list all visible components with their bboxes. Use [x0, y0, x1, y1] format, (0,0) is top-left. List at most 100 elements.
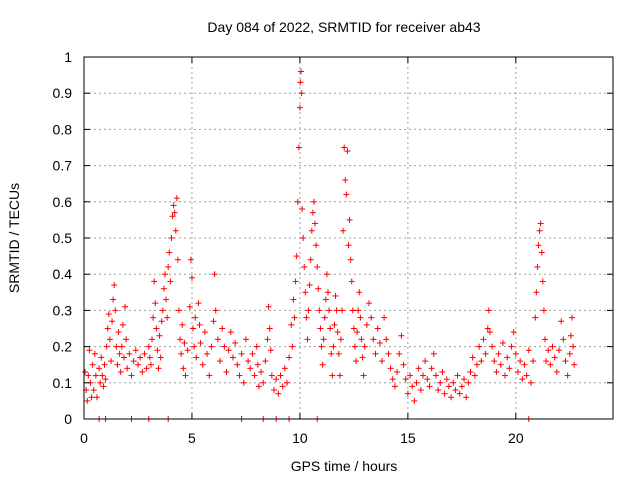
data-point [357, 314, 364, 321]
data-point [378, 358, 385, 365]
data-point [110, 296, 117, 303]
data-point [432, 372, 439, 379]
data-point [112, 307, 119, 314]
data-point [547, 361, 554, 368]
data-point [258, 368, 265, 375]
data-point [422, 358, 429, 365]
data-point [545, 347, 552, 354]
data-point [134, 361, 141, 368]
data-point [82, 368, 89, 375]
data-point [223, 368, 230, 375]
data-point [182, 372, 189, 379]
data-point [353, 358, 360, 365]
data-point [556, 347, 563, 354]
data-point [291, 314, 298, 321]
data-point [502, 372, 509, 379]
data-point [106, 336, 113, 343]
y-tick-label: 0.3 [53, 302, 73, 318]
data-point [465, 379, 472, 386]
data-point [328, 350, 335, 357]
data-point [167, 278, 174, 285]
data-point [100, 383, 107, 390]
data-point [485, 307, 492, 314]
data-point [538, 249, 545, 256]
data-point [521, 361, 528, 368]
data-point [204, 350, 211, 357]
y-tick-label: 0.8 [53, 121, 73, 137]
data-point [478, 358, 485, 365]
data-point [118, 343, 125, 350]
data-point [294, 198, 301, 205]
data-point [336, 372, 343, 379]
data-point [172, 227, 179, 234]
data-point [151, 278, 158, 285]
data-point [530, 358, 537, 365]
data-point [314, 263, 321, 270]
data-point [435, 387, 442, 394]
data-point [374, 325, 381, 332]
data-point [323, 271, 330, 278]
data-point [227, 329, 234, 336]
data-point [234, 361, 241, 368]
data-point [417, 387, 424, 394]
data-point [119, 321, 126, 328]
data-point [161, 271, 168, 278]
data-point [139, 368, 146, 375]
data-point [343, 191, 350, 198]
data-point [476, 343, 483, 350]
x-tick-label: 10 [292, 430, 308, 446]
data-point [255, 383, 262, 390]
data-point [536, 227, 543, 234]
data-point [130, 358, 137, 365]
data-point [324, 289, 331, 296]
data-point [549, 343, 556, 350]
data-point [543, 358, 550, 365]
data-point [164, 314, 171, 321]
data-point [342, 177, 349, 184]
data-point [322, 296, 329, 303]
data-point [318, 343, 325, 350]
data-point [320, 336, 327, 343]
data-point [570, 343, 577, 350]
data-point [567, 332, 574, 339]
data-point [152, 300, 159, 307]
data-point [123, 336, 130, 343]
data-point [211, 271, 218, 278]
data-point [358, 336, 365, 343]
data-point [482, 350, 489, 357]
data-point [499, 339, 506, 346]
data-point [525, 347, 532, 354]
data-point [424, 376, 431, 383]
data-point [170, 202, 177, 209]
data-point [345, 242, 352, 249]
y-tick-label: 0 [64, 411, 72, 427]
data-point [178, 350, 185, 357]
data-point [288, 321, 295, 328]
data-point [225, 347, 232, 354]
data-point [400, 361, 407, 368]
data-point [317, 325, 324, 332]
data-point [387, 365, 394, 372]
data-point [155, 365, 162, 372]
data-point [217, 358, 224, 365]
data-point [196, 321, 203, 328]
data-point [206, 372, 213, 379]
data-point [122, 303, 129, 310]
data-point [313, 242, 320, 249]
data-point [160, 285, 167, 292]
data-point [537, 220, 544, 227]
y-tick-label: 1 [64, 49, 72, 65]
data-point [300, 235, 307, 241]
data-point [551, 354, 558, 361]
data-point [247, 365, 254, 372]
data-point [199, 361, 206, 368]
data-point [93, 394, 100, 401]
data-point [90, 387, 97, 394]
data-point [489, 343, 496, 350]
data-point [298, 90, 305, 97]
data-point [85, 372, 92, 379]
data-point [113, 343, 120, 350]
data-point [486, 329, 493, 336]
data-point [309, 209, 316, 216]
data-point [158, 318, 165, 325]
